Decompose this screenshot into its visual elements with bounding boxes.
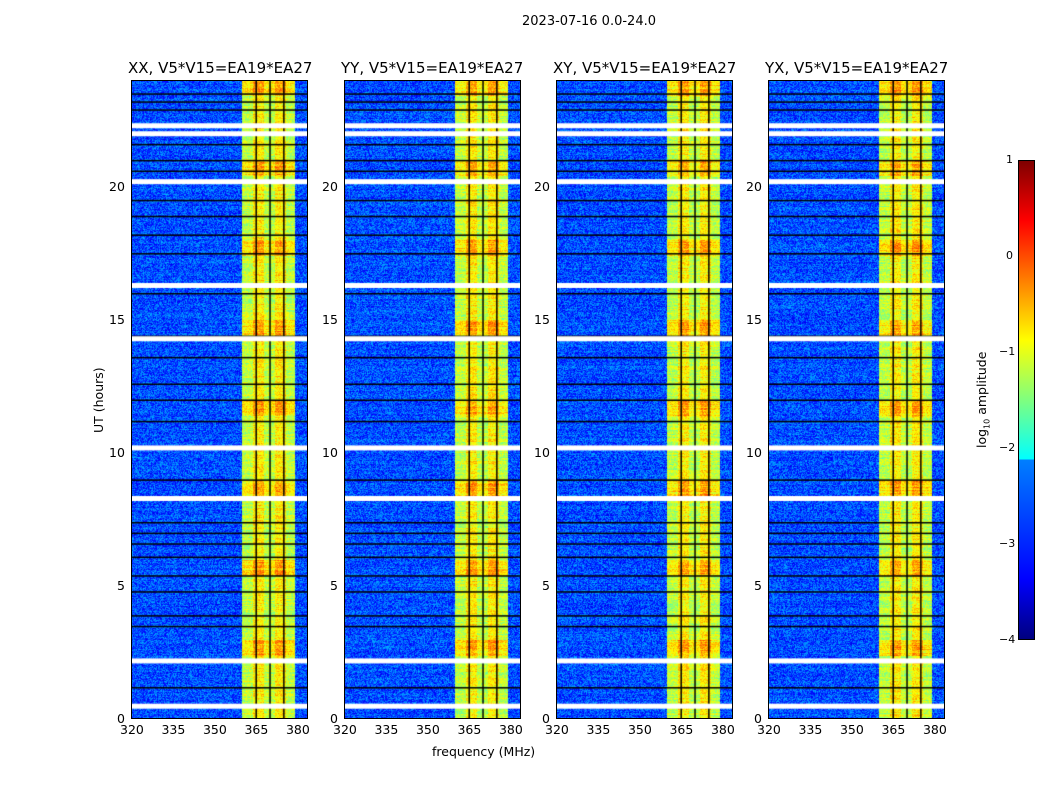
y-tick-label: 10 [534,444,550,460]
x-tick-label: 380 [285,722,310,737]
y-tick-label: 20 [322,178,338,194]
axes-frame [131,80,308,719]
y-tick-label: 10 [109,444,125,460]
y-tick-label: 10 [322,444,338,460]
y-tick-label: 15 [109,311,125,327]
x-tick-label: 380 [498,722,523,737]
colorbar-label: log10 amplitude [974,351,992,448]
panel-title: YX, V5*V15=EA19*EA27 [765,59,949,77]
y-tick-label: 5 [542,577,550,593]
y-tick-label: 15 [534,311,550,327]
colorbar-tick-label: −1 [999,345,1016,358]
x-tick-label: 335 [161,722,186,737]
y-tick-label: 0 [330,711,338,726]
y-tick-label: 5 [330,577,338,593]
colorbar-tick-label: −2 [999,441,1016,454]
heatmap-0 [131,80,308,719]
y-tick-label: 15 [322,311,338,327]
y-tick-label: 20 [534,178,550,194]
y-tick-label: 5 [754,577,762,593]
x-tick-label: 350 [839,722,864,737]
axes-frame [556,80,733,719]
x-tick-label: 335 [374,722,399,737]
y-tick-label: 20 [109,178,125,194]
colorbar-tick-label: 0 [1006,249,1013,262]
axes-frame [768,80,945,719]
x-tick-label: 350 [202,722,227,737]
x-tick-label: 320 [545,722,569,737]
x-tick-label: 350 [627,722,652,737]
y-tick-label: 20 [746,178,762,194]
x-tick-label: 380 [922,722,947,737]
heatmap-1 [344,80,521,719]
y-tick-label: 0 [117,711,125,726]
axes-frame [344,80,521,719]
figure-title: 2023-07-16 0.0-24.0 [522,14,656,29]
colorbar-tick-label: −3 [999,537,1016,550]
colorbar-tick-label: 1 [1006,153,1013,166]
x-tick-label: 335 [798,722,823,737]
y-tick-label: 0 [542,711,550,726]
y-axis-label: UT (hours) [91,367,106,433]
colorbar [1018,160,1035,640]
heatmap-3 [768,80,945,719]
x-tick-label: 320 [333,722,357,737]
x-tick-label: 365 [669,722,694,737]
heatmap-2 [556,80,733,719]
x-tick-label: 365 [881,722,906,737]
y-tick-label: 0 [754,711,762,726]
y-tick-label: 10 [746,444,762,460]
x-tick-label: 320 [120,722,144,737]
x-tick-label: 335 [586,722,611,737]
x-tick-label: 350 [415,722,440,737]
x-tick-label: 380 [710,722,735,737]
y-tick-label: 15 [746,311,762,327]
x-tick-label: 320 [757,722,781,737]
panel-title: XX, V5*V15=EA19*EA27 [128,59,313,77]
colorbar-tick-label: −4 [999,633,1016,646]
panel-title: YY, V5*V15=EA19*EA27 [341,59,524,77]
x-tick-label: 365 [457,722,482,737]
panel-title: XY, V5*V15=EA19*EA27 [553,59,737,77]
y-tick-label: 5 [117,577,125,593]
x-axis-label: frequency (MHz) [432,744,536,759]
x-tick-label: 365 [244,722,269,737]
